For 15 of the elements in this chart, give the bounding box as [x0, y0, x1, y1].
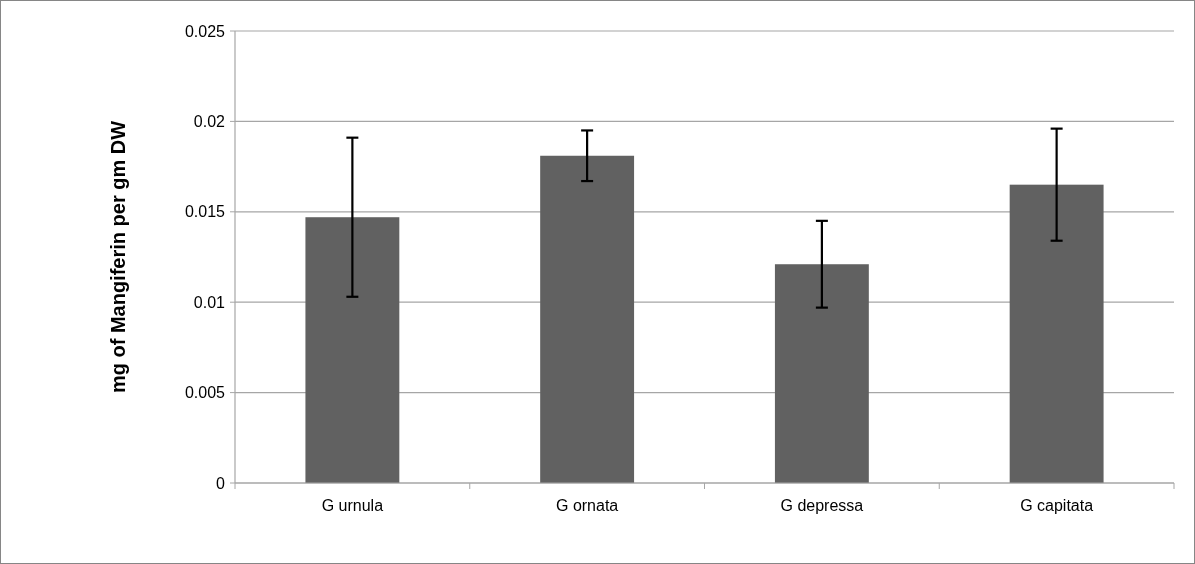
x-tick-label: G depressa — [780, 497, 864, 514]
x-tick-label: G urnula — [321, 497, 384, 514]
bar — [540, 155, 635, 483]
y-tick-label: 0 — [216, 474, 226, 492]
bar — [1009, 184, 1104, 483]
bar — [774, 264, 869, 483]
x-tick-label: G ornata — [555, 497, 619, 514]
y-tick-label: 0.015 — [184, 203, 226, 221]
y-tick-label: 0.005 — [184, 384, 226, 402]
y-axis-title: mg of Mangiferin per gm DW — [107, 120, 129, 394]
y-tick-label: 0.01 — [193, 293, 226, 311]
bar — [305, 217, 400, 483]
x-tick-label: G capitata — [1020, 497, 1094, 514]
y-tick-label: 0.02 — [193, 113, 226, 130]
y-tick-label: 0.025 — [184, 22, 226, 40]
